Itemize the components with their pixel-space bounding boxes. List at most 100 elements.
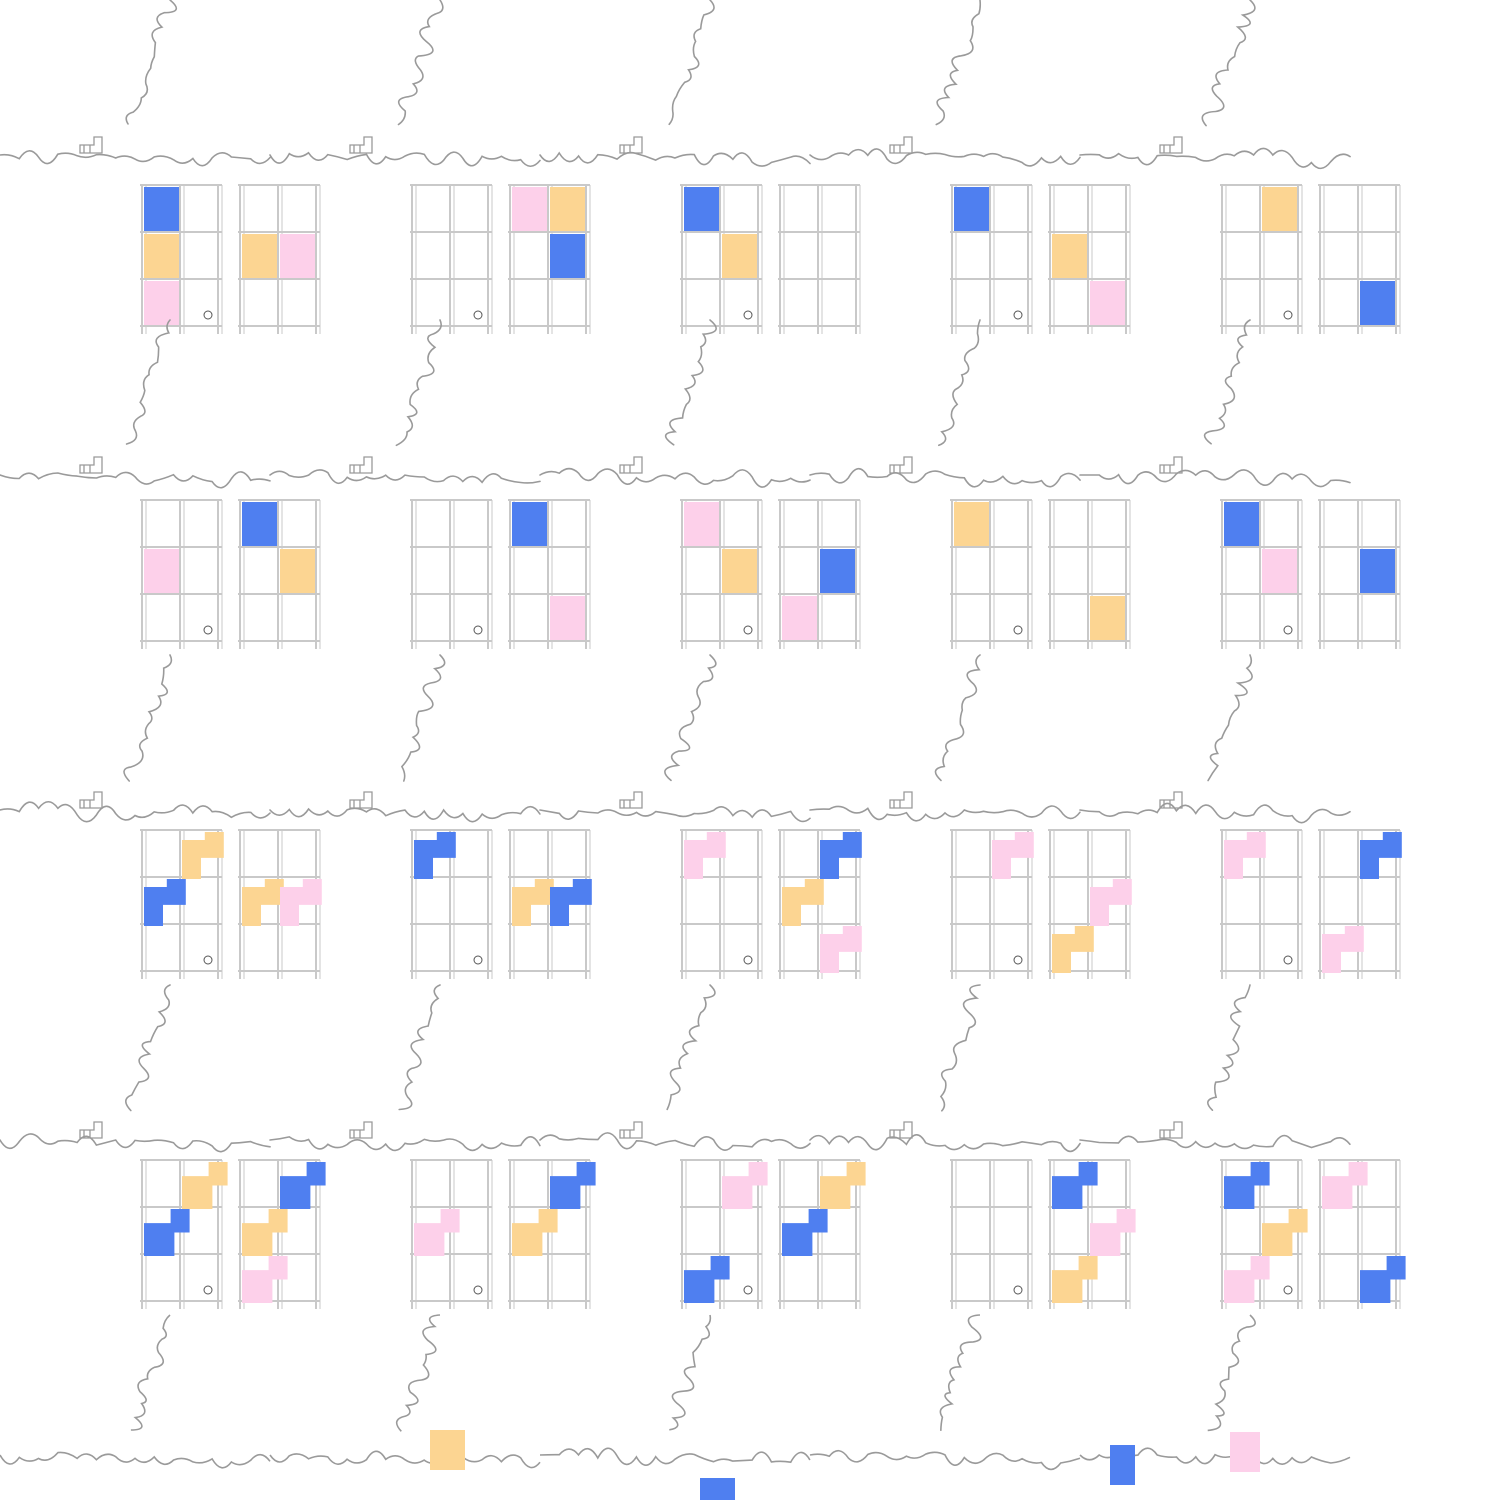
squiggle-line — [1207, 984, 1251, 1111]
pink-stair-cell — [242, 1256, 288, 1303]
coastline-line — [269, 151, 541, 168]
tiny-mark — [203, 310, 213, 320]
pattern-tile — [0, 654, 322, 979]
orange-cell — [144, 234, 179, 278]
house-glyph — [889, 136, 913, 154]
pink-cell — [144, 549, 179, 593]
house-glyph — [349, 136, 373, 154]
tiny-mark — [743, 1285, 753, 1295]
squiggle-line — [935, 0, 982, 126]
tiny-mark — [1013, 310, 1023, 320]
coastline-line — [809, 1449, 1081, 1471]
orange-cell — [722, 234, 757, 278]
tiny-mark — [473, 310, 483, 320]
pink-cell — [550, 596, 585, 640]
coastline-line — [539, 151, 811, 167]
blue-stair-cell — [1360, 1256, 1406, 1303]
orange-cell — [1262, 187, 1297, 231]
tiny-mark — [1283, 955, 1293, 965]
squiggle-line — [395, 1314, 441, 1432]
squiggle-line — [123, 654, 173, 782]
tiny-mark — [1013, 1285, 1023, 1295]
orange-cell — [550, 187, 585, 231]
pink-stair-cell — [721, 1162, 768, 1209]
squiggle-line — [666, 984, 716, 1111]
squiggle-line — [400, 654, 446, 782]
blue-zigzag-cell — [820, 832, 862, 879]
house-glyph — [889, 456, 913, 474]
blue-cell — [1224, 502, 1259, 546]
pattern-tile — [1079, 319, 1401, 649]
tiny-mark — [743, 625, 753, 635]
squiggle-line — [125, 0, 178, 125]
blue-cell — [820, 549, 855, 593]
pattern-tile — [269, 984, 596, 1309]
pink-cell — [144, 281, 179, 325]
squiggle-line — [398, 984, 441, 1111]
house-glyph — [619, 791, 643, 809]
blue-cell — [512, 502, 547, 546]
squiggle-line — [125, 319, 171, 445]
coastline-line — [1079, 1134, 1351, 1150]
house-glyph — [79, 791, 103, 809]
pink-stair-cell — [1090, 1209, 1136, 1256]
orange-zigzag-cell — [242, 879, 284, 926]
pink-zigzag-cell — [684, 832, 726, 879]
house-glyph — [619, 456, 643, 474]
tiny-mark — [1283, 310, 1293, 320]
squiggle-line — [668, 0, 715, 126]
coastline-line — [0, 150, 271, 167]
blue-stair-cell — [280, 1162, 326, 1209]
pink-zigzag-cell — [820, 926, 862, 973]
blue-stair-cell — [1224, 1162, 1270, 1209]
coastline-line — [809, 467, 1081, 488]
blue-cell — [1360, 549, 1395, 593]
blue-cell — [242, 502, 277, 546]
pattern-tile — [539, 984, 866, 1309]
blue-stair-cell — [781, 1209, 828, 1256]
orange-stair-cell — [819, 1162, 866, 1209]
pattern-row-2 — [0, 319, 1401, 649]
coastline-line — [0, 1133, 271, 1153]
orange-cell — [280, 549, 315, 593]
pattern-tile — [809, 0, 1131, 334]
squiggle-line — [1207, 654, 1253, 782]
pink-cell — [1262, 549, 1297, 593]
tiny-mark — [473, 1285, 483, 1295]
orange-zigzag-cell — [1052, 926, 1094, 973]
pink-cell — [1090, 281, 1125, 325]
coastline-line — [809, 148, 1081, 167]
pattern-tile — [0, 319, 321, 649]
pattern-tile — [539, 654, 862, 979]
tiny-mark — [203, 1285, 213, 1295]
house-glyph — [79, 456, 103, 474]
pattern-tile — [539, 0, 861, 334]
coastline-line — [539, 467, 811, 488]
blue-cell — [954, 187, 989, 231]
orange-stair-cell — [511, 1209, 558, 1256]
pink-cell — [1230, 1432, 1260, 1472]
tiny-mark — [203, 625, 213, 635]
pink-cell — [684, 502, 719, 546]
house-glyph — [79, 1121, 103, 1139]
pink-cell — [512, 187, 547, 231]
house-glyph — [1159, 791, 1183, 809]
pink-zigzag-cell — [1090, 879, 1132, 926]
blue-cell — [550, 234, 585, 278]
coastline-line — [1079, 147, 1351, 170]
coastline-line — [1079, 469, 1351, 488]
squiggle-line — [395, 319, 442, 447]
coastline-line — [0, 1451, 271, 1469]
pink-stair-cell — [1322, 1162, 1368, 1209]
coastline-line — [539, 806, 811, 823]
pink-zigzag-cell — [280, 879, 322, 926]
house-glyph — [1159, 1121, 1183, 1139]
house-glyph — [349, 456, 373, 474]
orange-zigzag-cell — [782, 879, 824, 926]
pattern-tile — [539, 319, 861, 649]
coastline-line — [809, 1134, 1081, 1153]
coastline-line — [0, 800, 271, 823]
coastline-line — [269, 805, 541, 823]
orange-cell — [242, 234, 277, 278]
